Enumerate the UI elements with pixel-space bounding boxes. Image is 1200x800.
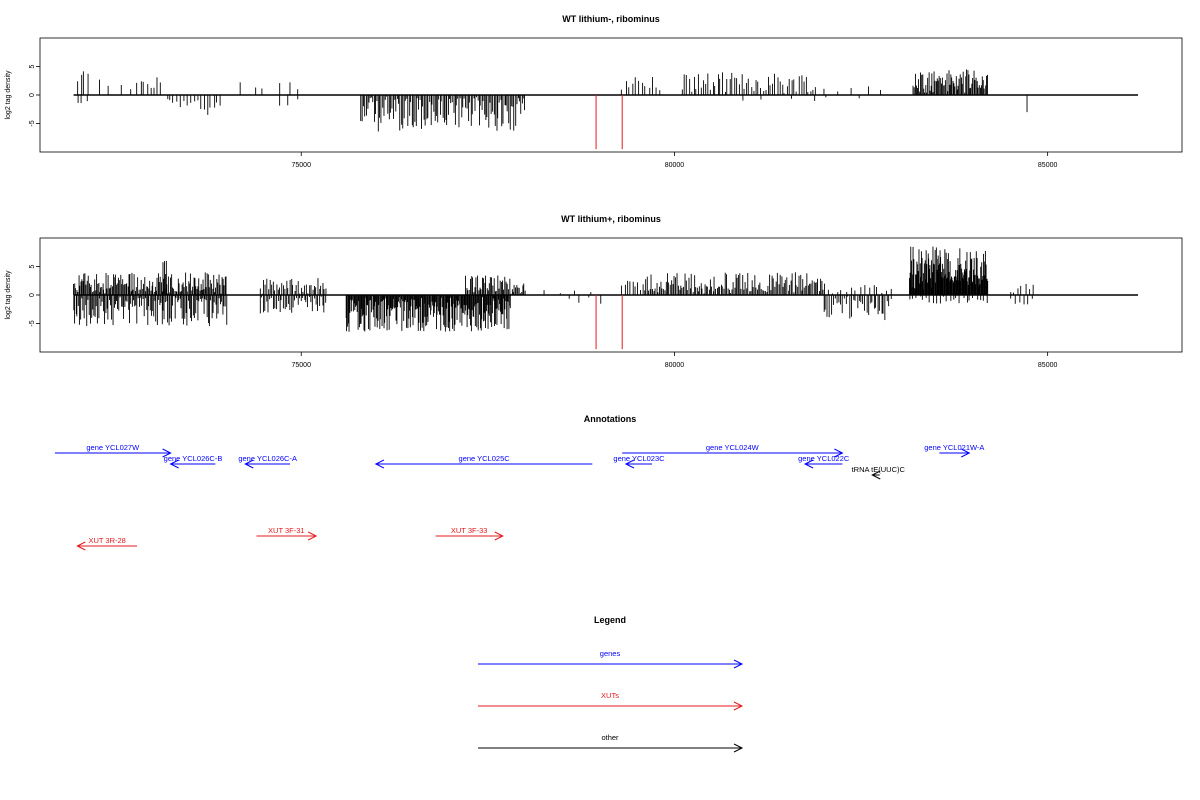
x-tick-label: 75000 [292, 362, 312, 369]
feature-arrow [624, 459, 653, 469]
chart-title: WT lithium+, ribominus [561, 214, 661, 224]
x-tick-label: 75000 [292, 162, 312, 169]
annotations-title: Annotations [584, 414, 637, 424]
feature-label: XUT 3F-31 [268, 526, 305, 535]
feature-label: gene YCL022C [798, 454, 850, 463]
feature-label: tRNA tE(UUC)C [852, 465, 906, 474]
legend-title: Legend [594, 615, 626, 625]
x-tick-label: 80000 [665, 162, 685, 169]
y-tick-label: -5 [29, 120, 36, 126]
feature-label: gene YCL021W-A [924, 443, 984, 452]
feature-arrow [803, 459, 843, 469]
feature-arrow [374, 459, 593, 469]
legend-arrow [478, 659, 744, 669]
legend-panel: Legend genes XUTs other [478, 615, 744, 753]
legend-label: XUTs [601, 691, 619, 700]
track-panel-lithium-minus: WT lithium-, ribominus log2 tag density -5… [5, 14, 1183, 169]
y-tick-label: 5 [29, 264, 36, 268]
y-tick-label: -5 [29, 320, 36, 326]
y-tick-label: 0 [29, 93, 36, 97]
y-tick-label: 0 [29, 293, 36, 297]
track-panel-lithium-plus: WT lithium+, ribominus log2 tag density -5… [5, 214, 1183, 369]
feature-label: gene YCL026C-B [164, 454, 223, 463]
chart-title: WT lithium-, ribominus [562, 14, 660, 24]
feature-arrow [256, 531, 318, 541]
feature-label: gene YCL027W [86, 443, 140, 452]
legend-arrow [478, 743, 744, 753]
feature-label: gene YCL023C [613, 454, 665, 463]
feature-arrow [54, 448, 172, 458]
x-tick-label: 85000 [1038, 362, 1058, 369]
feature-label: gene YCL026C-A [238, 454, 297, 463]
density-bars [73, 246, 1034, 332]
feature-arrow [435, 531, 504, 541]
feature-arrow [169, 459, 216, 469]
annotations-panel: Annotations gene YCL027W gene YCL026C-B gen… [54, 414, 984, 551]
feature-arrow [939, 448, 971, 458]
legend-label: other [601, 733, 619, 742]
y-axis-label: log2 tag density [5, 270, 12, 320]
legend-label: genes [600, 649, 621, 658]
x-tick-label: 80000 [665, 362, 685, 369]
y-axis-label: log2 tag density [5, 70, 12, 120]
x-tick-label: 85000 [1038, 162, 1058, 169]
feature-arrow [76, 541, 138, 551]
feature-arrow [622, 448, 844, 458]
legend-arrow [478, 701, 744, 711]
feature-label: gene YCL025C [459, 454, 511, 463]
feature-label: XUT 3R-28 [88, 536, 125, 545]
feature-arrow [871, 470, 881, 480]
feature-arrow [244, 459, 291, 469]
density-bars [77, 69, 1028, 132]
feature-label: gene YCL024W [706, 443, 760, 452]
y-tick-label: 5 [29, 64, 36, 68]
feature-label: XUT 3F-33 [451, 526, 488, 535]
